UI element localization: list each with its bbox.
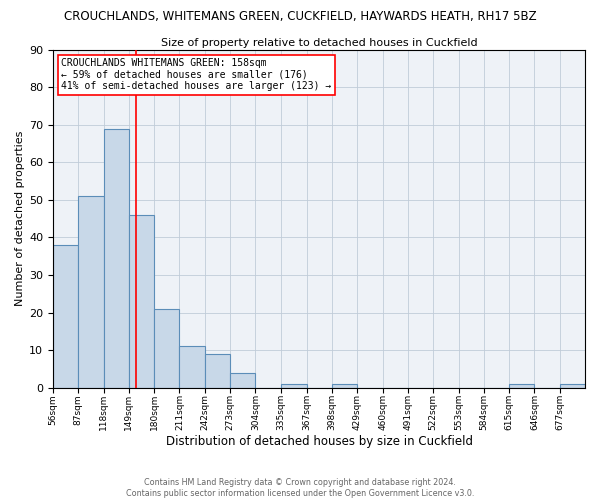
Bar [332,384,358,388]
Bar [230,372,256,388]
Bar [179,346,205,388]
Bar [154,309,179,388]
Y-axis label: Number of detached properties: Number of detached properties [15,131,25,306]
Bar [509,384,535,388]
Text: CROUCHLANDS WHITEMANS GREEN: 158sqm
← 59% of detached houses are smaller (176)
4: CROUCHLANDS WHITEMANS GREEN: 158sqm ← 59… [61,58,331,92]
Bar [205,354,230,388]
Text: CROUCHLANDS, WHITEMANS GREEN, CUCKFIELD, HAYWARDS HEATH, RH17 5BZ: CROUCHLANDS, WHITEMANS GREEN, CUCKFIELD,… [64,10,536,23]
Bar [560,384,585,388]
X-axis label: Distribution of detached houses by size in Cuckfield: Distribution of detached houses by size … [166,434,473,448]
Text: Contains HM Land Registry data © Crown copyright and database right 2024.
Contai: Contains HM Land Registry data © Crown c… [126,478,474,498]
Bar [281,384,307,388]
Bar [104,128,129,388]
Bar [53,245,79,388]
Bar [79,196,104,388]
Bar [129,215,154,388]
Title: Size of property relative to detached houses in Cuckfield: Size of property relative to detached ho… [161,38,478,48]
